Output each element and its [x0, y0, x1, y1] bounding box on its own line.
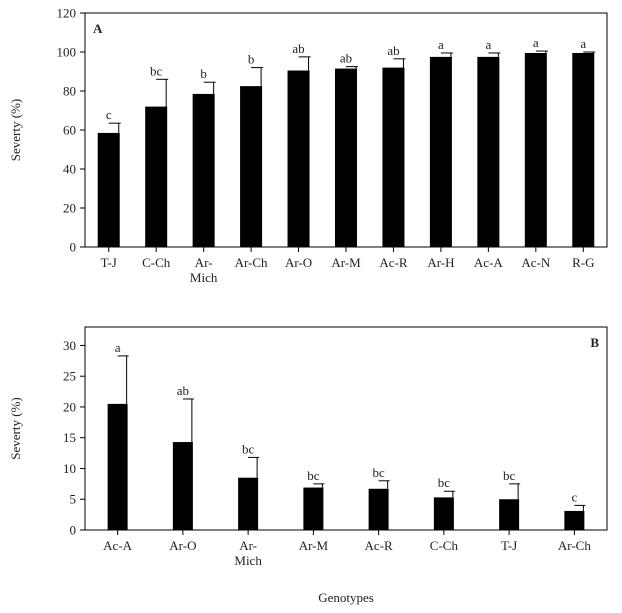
x-tick-label: Ac-A — [103, 538, 132, 553]
bar — [97, 132, 120, 247]
bar — [368, 488, 389, 530]
x-tick-label: Ar-O — [169, 538, 196, 553]
x-tick-label: T-J — [501, 538, 517, 553]
y-tick-label: 0 — [70, 523, 77, 538]
y-axis-label: Severty (%) — [8, 397, 23, 459]
significance-letter: ab — [340, 51, 352, 66]
significance-letter: bc — [372, 465, 385, 480]
x-tick-label: Ac-R — [379, 255, 407, 270]
x-tick-label: C-Ch — [142, 255, 171, 270]
bar — [382, 67, 405, 247]
x-tick-label: C-Ch — [430, 538, 459, 553]
y-tick-label: 0 — [70, 240, 77, 255]
significance-letter: ab — [292, 41, 304, 56]
significance-letter: a — [580, 36, 586, 51]
bar — [477, 56, 500, 247]
bar — [172, 442, 193, 530]
bar — [433, 497, 454, 530]
bar — [107, 403, 128, 530]
significance-letter: ab — [177, 383, 189, 398]
significance-letter: bc — [503, 468, 516, 483]
y-tick-label: 20 — [63, 399, 76, 414]
panel-label: B — [590, 335, 599, 350]
x-tick-label: Ar-H — [427, 255, 454, 270]
bar — [429, 56, 452, 247]
bar — [240, 86, 263, 247]
significance-letter: a — [438, 37, 444, 52]
y-axis-label: Severty (%) — [8, 99, 23, 161]
y-tick-label: 10 — [63, 461, 76, 476]
panel-label: A — [93, 21, 103, 36]
significance-letter: bc — [242, 441, 255, 456]
bar — [287, 70, 310, 248]
significance-letter: bc — [150, 63, 163, 78]
significance-letter: bc — [438, 475, 451, 490]
y-tick-label: 60 — [63, 123, 76, 138]
x-tick-label: Ar-Mich — [190, 255, 218, 285]
bar — [572, 52, 595, 247]
significance-letter: bc — [307, 468, 320, 483]
x-tick-label: Ar-Ch — [558, 538, 591, 553]
significance-letter: a — [485, 37, 491, 52]
bar — [524, 52, 547, 247]
y-tick-label: 120 — [57, 6, 77, 21]
bar — [564, 510, 585, 530]
x-tick-label: Ar-O — [285, 255, 312, 270]
x-tick-label: Ar-M — [331, 255, 361, 270]
x-tick-label: Ac-A — [474, 255, 503, 270]
y-tick-label: 80 — [63, 84, 76, 99]
y-tick-label: 100 — [57, 45, 77, 60]
x-tick-label: R-G — [572, 255, 594, 270]
x-tick-label: Ac-N — [521, 255, 550, 270]
y-tick-label: 15 — [63, 430, 76, 445]
significance-letter: c — [571, 489, 577, 504]
y-tick-label: 30 — [63, 338, 76, 353]
x-tick-label: Ar-Mich — [234, 538, 262, 568]
bar — [192, 93, 215, 247]
x-tick-label: Ar-Ch — [235, 255, 268, 270]
significance-letter: ab — [387, 43, 399, 58]
significance-letter: b — [248, 52, 255, 67]
bar — [145, 106, 168, 247]
significance-letter: a — [115, 340, 121, 355]
bar — [238, 477, 259, 530]
bar — [303, 487, 324, 530]
x-tick-label: Ac-R — [365, 538, 393, 553]
bar — [499, 499, 520, 530]
y-tick-label: 5 — [70, 492, 77, 507]
x-tick-label: T-J — [101, 255, 117, 270]
bar — [335, 68, 357, 247]
y-tick-label: 20 — [63, 201, 76, 216]
significance-letter: a — [533, 35, 539, 50]
x-axis-label: Genotypes — [318, 590, 374, 605]
plot-frame — [84, 326, 608, 531]
significance-letter: c — [106, 107, 112, 122]
y-tick-label: 40 — [63, 162, 76, 177]
significance-letter: b — [200, 66, 207, 81]
y-tick-label: 25 — [63, 369, 76, 384]
x-tick-label: Ar-M — [299, 538, 329, 553]
